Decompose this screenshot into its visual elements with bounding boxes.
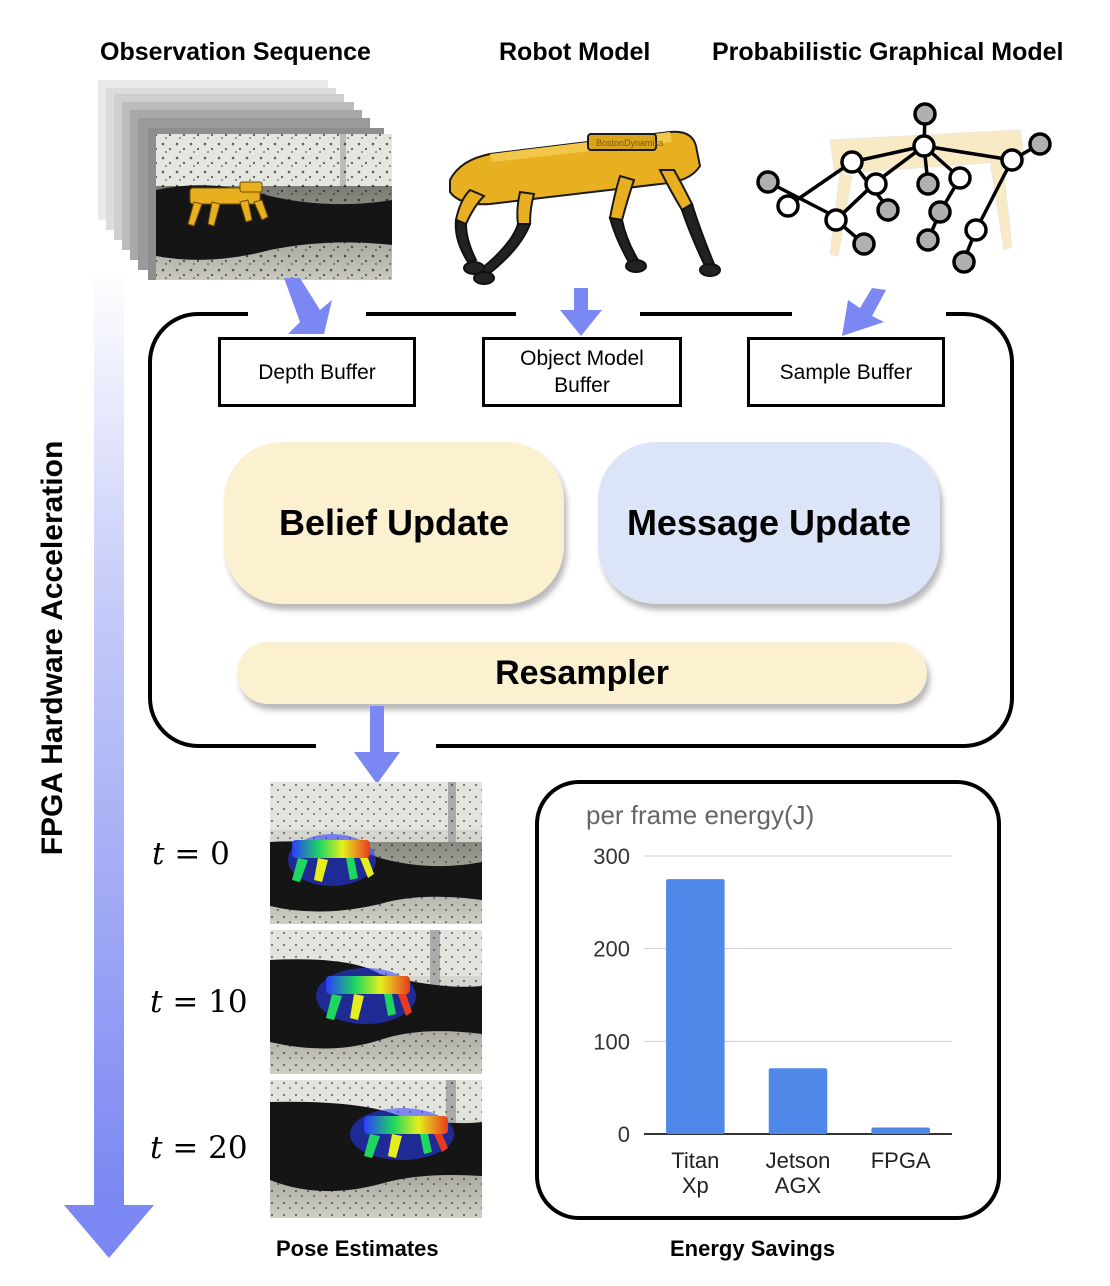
energy-chart-frame (535, 780, 1001, 1220)
time-value: 0 (210, 836, 230, 872)
robot-model-image: BostonDynamics (449, 130, 721, 285)
pose-time-label-10: t = 10 (150, 984, 248, 1020)
svg-text:BostonDynamics: BostonDynamics (596, 138, 664, 148)
pose-time-label-0: t = 0 (152, 836, 230, 872)
arrow-to-sample-buffer (842, 288, 886, 336)
robot-model-heading: Robot Model (499, 38, 651, 66)
object-model-buffer-label-line2: Buffer (554, 374, 610, 397)
equals: = (162, 984, 209, 1020)
object-model-buffer-label-line1: Object Model (520, 347, 644, 370)
energy-savings-caption: Energy Savings (670, 1236, 836, 1261)
belief-update-unit: Belief Update (224, 442, 564, 604)
y-tick-label: 100 (593, 1029, 630, 1054)
time-value: 20 (208, 1130, 248, 1166)
equals: = (164, 836, 211, 872)
bar (666, 879, 725, 1134)
fpga-hardware-acceleration-label: FPGA Hardware Acceleration (36, 440, 69, 856)
resampler-unit: Resampler (237, 642, 927, 704)
category-label: Jetson (766, 1148, 831, 1173)
pose-time-label-20: t = 20 (150, 1130, 248, 1166)
pgm-graph (756, 102, 1052, 274)
arrow-to-depth-buffer (284, 278, 332, 334)
sample-buffer-label: Sample Buffer (779, 360, 913, 384)
category-label: Xp (682, 1173, 709, 1198)
y-tick-label: 300 (593, 844, 630, 869)
category-label: FPGA (871, 1148, 931, 1173)
category-label: Titan (671, 1148, 719, 1173)
belief-update-label: Belief Update (278, 502, 510, 543)
observation-sequence-frames (98, 80, 392, 280)
time-var: t (150, 984, 163, 1020)
chart-title: per frame energy(J) (586, 800, 814, 830)
bar (768, 1068, 828, 1134)
equals: = (162, 1130, 209, 1166)
observation-sequence-heading: Observation Sequence (100, 38, 371, 66)
depth-buffer-label: Depth Buffer (258, 360, 376, 384)
sample-buffer: Sample Buffer (747, 337, 945, 407)
bar (871, 1127, 930, 1134)
object-model-buffer: Object Model Buffer (482, 337, 682, 407)
message-update-label: Message Update (626, 502, 912, 543)
arrow-to-pose-estimates (354, 706, 400, 784)
pose-estimate-frames (270, 782, 482, 1218)
category-label: AGX (775, 1173, 822, 1198)
pgm-heading: Probabilistic Graphical Model (712, 38, 1064, 66)
message-update-unit: Message Update (598, 442, 940, 604)
time-value: 10 (208, 984, 248, 1020)
time-var: t (152, 836, 165, 872)
arrow-to-object-model-buffer (560, 288, 602, 336)
y-tick-label: 0 (618, 1122, 630, 1147)
acceleration-arrow (64, 270, 154, 1258)
time-var: t (150, 1130, 163, 1166)
resampler-label: Resampler (495, 653, 669, 692)
pose-estimates-caption: Pose Estimates (276, 1236, 439, 1261)
y-tick-label: 200 (593, 937, 630, 962)
depth-buffer: Depth Buffer (218, 337, 416, 407)
